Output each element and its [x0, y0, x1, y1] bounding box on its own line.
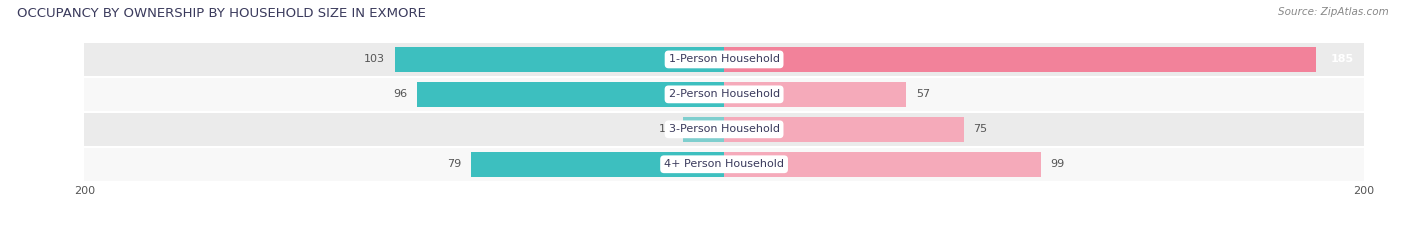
Text: 99: 99 [1050, 159, 1064, 169]
Text: 57: 57 [917, 89, 931, 99]
Text: 3-Person Household: 3-Person Household [669, 124, 779, 134]
Text: 1-Person Household: 1-Person Household [669, 55, 779, 64]
Text: 96: 96 [394, 89, 408, 99]
Text: 4+ Person Household: 4+ Person Household [664, 159, 785, 169]
Text: Source: ZipAtlas.com: Source: ZipAtlas.com [1278, 7, 1389, 17]
Bar [84, 112, 1364, 147]
Bar [418, 82, 724, 107]
Text: 75: 75 [973, 124, 987, 134]
Bar [724, 152, 1040, 177]
Bar [395, 47, 724, 72]
Bar [84, 147, 1364, 182]
Bar [724, 117, 965, 142]
Text: 103: 103 [364, 55, 385, 64]
Text: 185: 185 [1331, 55, 1354, 64]
Bar [471, 152, 724, 177]
Text: 79: 79 [447, 159, 461, 169]
Bar [84, 77, 1364, 112]
Bar [682, 117, 724, 142]
Bar [724, 47, 1316, 72]
Text: 2-Person Household: 2-Person Household [668, 89, 780, 99]
Text: OCCUPANCY BY OWNERSHIP BY HOUSEHOLD SIZE IN EXMORE: OCCUPANCY BY OWNERSHIP BY HOUSEHOLD SIZE… [17, 7, 426, 20]
Bar [84, 42, 1364, 77]
Bar [724, 82, 907, 107]
Text: 13: 13 [659, 124, 673, 134]
